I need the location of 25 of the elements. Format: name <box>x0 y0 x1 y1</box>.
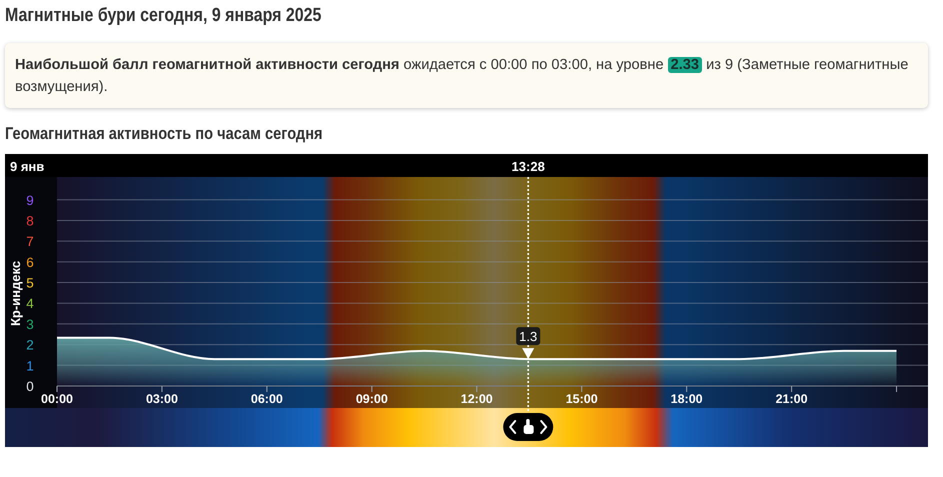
x-tick-label: 21:00 <box>776 392 808 406</box>
x-tick-label: 12:00 <box>460 392 493 406</box>
ref-line-label: 13:28 <box>512 159 545 174</box>
y-tick-label: 5 <box>26 276 34 291</box>
text: 9 янв <box>10 159 44 174</box>
y-tick-label: 3 <box>26 316 34 332</box>
y-tick-label: 2 <box>26 338 34 353</box>
x-tick-label: 03:00 <box>146 392 178 406</box>
y-tick-label: 4 <box>26 296 34 312</box>
y-tick-label: 7 <box>26 234 34 250</box>
annotation: 1.3 <box>519 329 538 344</box>
info-box: Наибольшой балл геомагнитной активности сегодня ожидается с 00:00 по 03:00, на уровне 2.33 из 9 (Заметные геомагнитные возмущения). <box>5 43 928 108</box>
x-tick-label: 06:00 <box>250 392 283 406</box>
x-tick-label: 00:00 <box>41 392 74 406</box>
y-tick-label: 0 <box>26 379 34 394</box>
chart-title: Магнитные бури сегодня, 9 января 2025 <box>5 5 322 27</box>
x-tick-label: 09:00 <box>356 392 388 406</box>
y-tick-label: 8 <box>26 213 34 228</box>
chart-subtitle: Геомагнитная активность по часам сегодня <box>5 124 323 144</box>
y-axis-title: Кр-индекс <box>8 260 23 326</box>
x-tick-label: 18:00 <box>670 392 703 406</box>
y-tick-label: 9 <box>26 192 34 208</box>
y-tick-label: 6 <box>26 254 34 270</box>
y-tick-label: 1 <box>26 358 34 374</box>
x-tick-label: 15:00 <box>566 392 598 406</box>
